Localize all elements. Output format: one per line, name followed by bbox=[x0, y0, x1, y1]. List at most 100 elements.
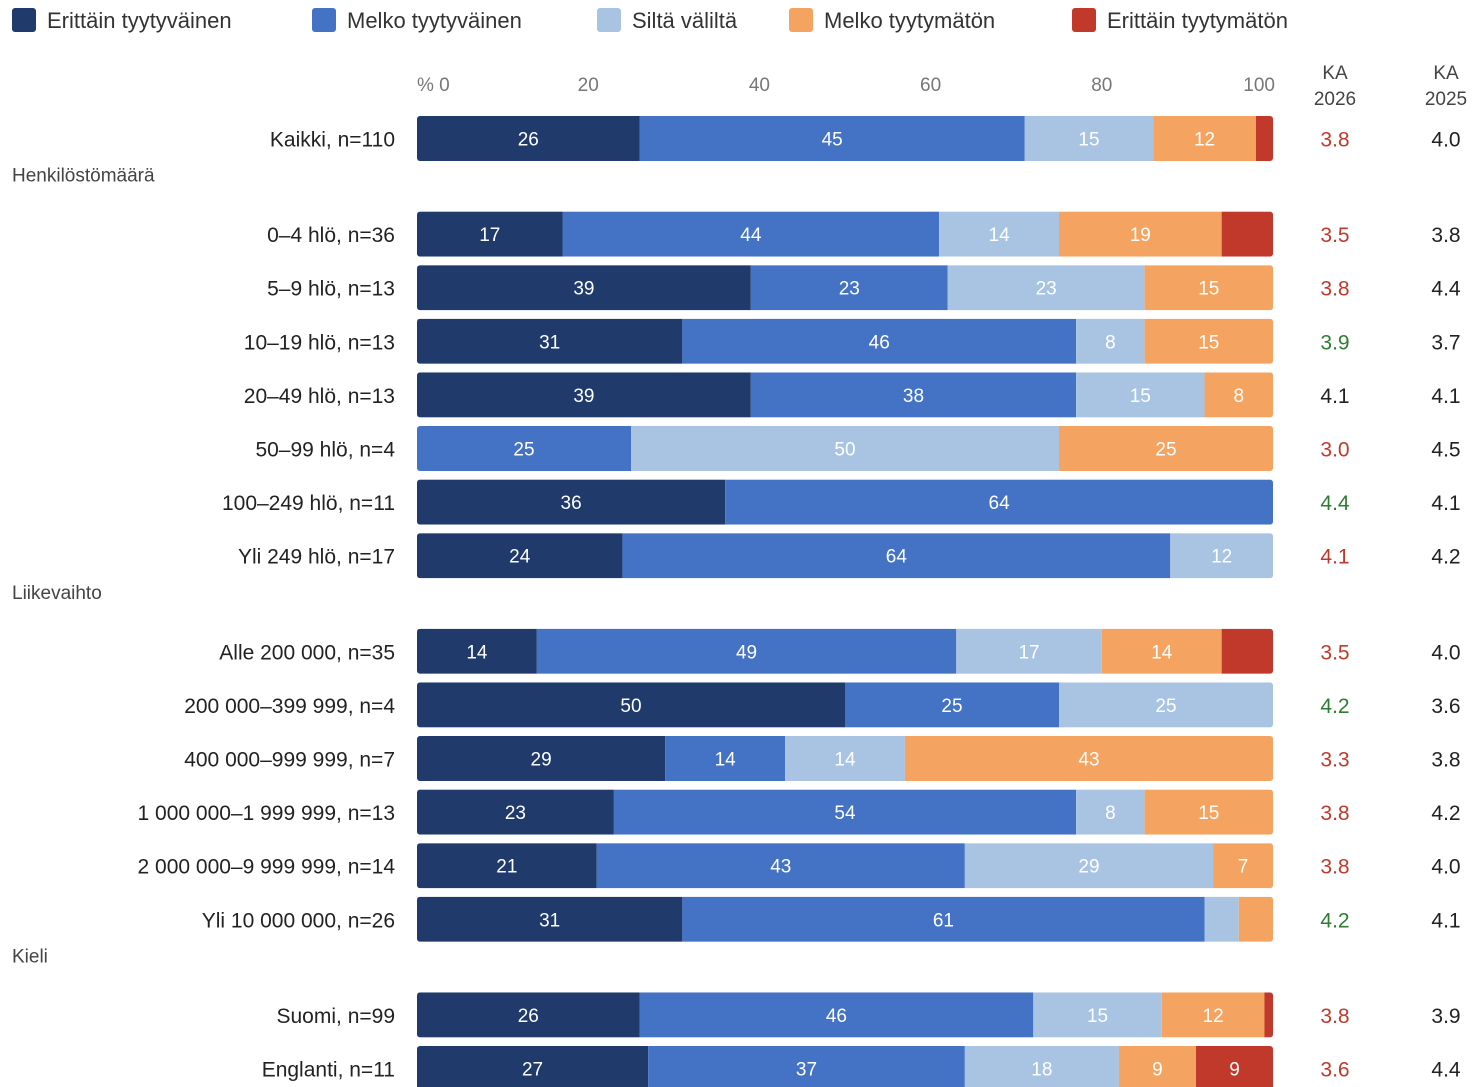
stacked-bar bbox=[417, 479, 1273, 525]
row-label: Alle 200 000, n=35 bbox=[219, 641, 395, 664]
bar-value-label: 50 bbox=[834, 440, 855, 461]
bar-segment bbox=[613, 789, 1077, 835]
stacked-bar bbox=[417, 1046, 1273, 1087]
ka-2025-value: 3.6 bbox=[1431, 695, 1460, 718]
bar-segment bbox=[1221, 211, 1273, 257]
bar-segment bbox=[1204, 372, 1273, 418]
row-label: 0–4 hlö, n=36 bbox=[267, 224, 395, 247]
ka-2026-value: 4.1 bbox=[1320, 546, 1349, 569]
ka-2025-value: 4.4 bbox=[1431, 278, 1461, 301]
bar-value-label: 39 bbox=[573, 386, 594, 407]
legend-label: Melko tyytymätön bbox=[824, 8, 995, 33]
bar-value-label: 26 bbox=[518, 1006, 539, 1027]
ka-2025-value: 3.7 bbox=[1431, 331, 1460, 354]
bar-value-label: 15 bbox=[1198, 332, 1219, 353]
bar-segment bbox=[1144, 318, 1273, 364]
bar-value-label: 38 bbox=[903, 386, 924, 407]
bar-value-label: 46 bbox=[869, 332, 890, 353]
stacked-bar bbox=[417, 682, 1273, 728]
bar-value-label: 43 bbox=[1078, 750, 1099, 771]
bar-value-label: 25 bbox=[513, 440, 534, 461]
ka-2025-value: 4.0 bbox=[1431, 856, 1460, 879]
bar-value-label: 8 bbox=[1105, 332, 1116, 353]
bar-segment bbox=[417, 116, 640, 161]
row-label: 10–19 hlö, n=13 bbox=[244, 331, 395, 354]
bar-value-label: 8 bbox=[1105, 803, 1116, 824]
chart-rows: Kaikki, n=110 26 45 15 12 3.8 4.0 Henkilöstömää… bbox=[12, 116, 1461, 1087]
stacked-bar bbox=[417, 265, 1273, 311]
bar-segment bbox=[964, 843, 1214, 889]
bar-segment bbox=[417, 265, 751, 311]
bar-segment bbox=[1161, 992, 1265, 1038]
bar-segment bbox=[1076, 372, 1205, 418]
bar-value-label: 21 bbox=[496, 857, 517, 878]
bar-value-label: 17 bbox=[479, 225, 500, 246]
stacked-bar bbox=[417, 628, 1273, 674]
bar-value-label: 14 bbox=[834, 750, 856, 771]
bar-value-label: 23 bbox=[505, 803, 526, 824]
bar-segment bbox=[1144, 265, 1273, 311]
bar-segment bbox=[1153, 116, 1256, 161]
legend-swatch bbox=[597, 8, 621, 32]
bar-segment bbox=[417, 843, 597, 889]
bar-segment bbox=[417, 992, 640, 1038]
ka-2025-value: 3.8 bbox=[1431, 749, 1460, 772]
stacked-bar bbox=[417, 116, 1273, 161]
bar-value-label: 23 bbox=[1036, 279, 1057, 300]
bar-value-label: 45 bbox=[822, 130, 843, 151]
bar-value-label: 29 bbox=[1078, 857, 1099, 878]
x-tick-label: 40 bbox=[749, 75, 770, 96]
bar-segment bbox=[562, 211, 940, 257]
bar-segment bbox=[939, 211, 1059, 257]
bar-value-label: 14 bbox=[1151, 642, 1173, 663]
bar-segment bbox=[1059, 211, 1222, 257]
legend-swatch bbox=[789, 8, 813, 32]
bar-segment bbox=[1059, 682, 1273, 728]
bar-segment bbox=[964, 1046, 1119, 1087]
bar-value-label: 14 bbox=[989, 225, 1011, 246]
bar-value-label: 12 bbox=[1211, 547, 1232, 568]
bar-value-label: 18 bbox=[1031, 1060, 1052, 1081]
row-label: 100–249 hlö, n=11 bbox=[222, 492, 395, 515]
bar-segment bbox=[536, 628, 957, 674]
bar-value-label: 36 bbox=[561, 493, 582, 514]
bar-segment bbox=[417, 372, 751, 418]
bar-segment bbox=[1221, 628, 1273, 674]
ka-2026-value: 4.4 bbox=[1320, 492, 1350, 515]
legend: Erittäin tyytyväinen Melko tyytyväinen Sil… bbox=[12, 8, 1288, 33]
ka-2026-value: 3.8 bbox=[1320, 129, 1349, 152]
ka-2025-value: 4.2 bbox=[1431, 546, 1460, 569]
ka-2026-value: 4.2 bbox=[1320, 909, 1349, 932]
bar-value-label: 17 bbox=[1018, 642, 1039, 663]
bar-value-label: 15 bbox=[1198, 803, 1219, 824]
bar-value-label: 37 bbox=[796, 1060, 817, 1081]
stacked-bar bbox=[417, 211, 1273, 257]
bar-segment bbox=[417, 533, 623, 579]
stacked-bar bbox=[417, 843, 1273, 889]
bar-value-label: 15 bbox=[1130, 386, 1151, 407]
row-label: 20–49 hlö, n=13 bbox=[244, 385, 395, 408]
column-header-line1: KA bbox=[1433, 63, 1459, 84]
bar-value-label: 15 bbox=[1198, 279, 1219, 300]
column-header-line2: 2026 bbox=[1314, 89, 1356, 110]
bar-segment bbox=[417, 789, 614, 835]
stacked-bar bbox=[417, 318, 1273, 364]
ka-2025-value: 3.9 bbox=[1431, 1005, 1460, 1028]
x-tick-label: 100 bbox=[1243, 75, 1275, 96]
legend-swatch bbox=[312, 8, 336, 32]
bar-value-label: 31 bbox=[539, 332, 560, 353]
bar-value-label: 31 bbox=[539, 910, 560, 931]
legend-label: Siltä väliltä bbox=[632, 8, 738, 33]
ka-2026-value: 4.2 bbox=[1320, 695, 1349, 718]
bar-value-label: 64 bbox=[886, 547, 908, 568]
bar-value-label: 46 bbox=[826, 1006, 847, 1027]
bar-segment bbox=[631, 426, 1059, 471]
column-header-line2: 2025 bbox=[1425, 89, 1467, 110]
bar-value-label: 50 bbox=[620, 696, 641, 717]
stacked-bar bbox=[417, 896, 1273, 942]
ka-2026-value: 3.5 bbox=[1320, 224, 1349, 247]
x-axis: % 0 20 40 60 80 100 bbox=[417, 75, 1275, 96]
bar-value-label: 25 bbox=[1155, 440, 1176, 461]
bar-segment bbox=[417, 479, 726, 525]
